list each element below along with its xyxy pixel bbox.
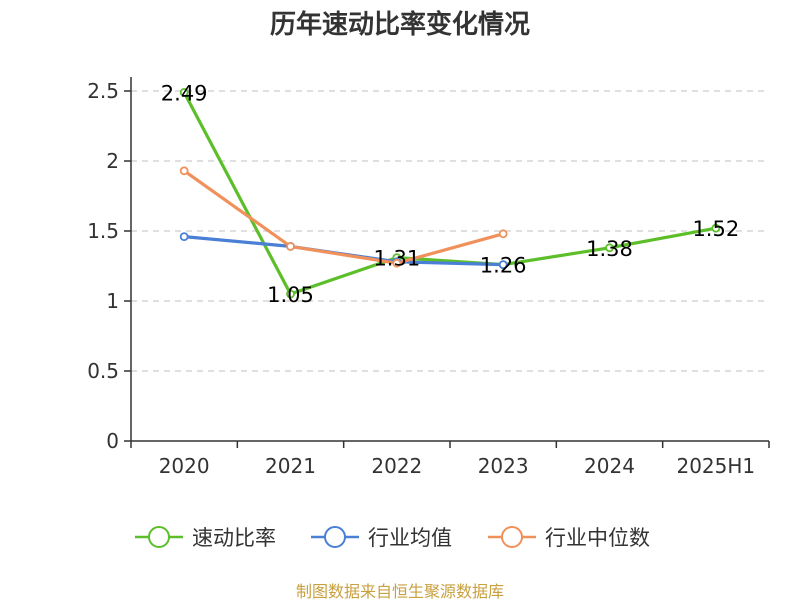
legend-marker <box>148 526 170 548</box>
data-labels: 2.49 1.05 1.31 1.26 1.38 1.52 <box>161 81 739 307</box>
legend-item: 行业中位数 <box>488 526 650 550</box>
series-lines <box>182 91 717 296</box>
x-tick-label: 2023 <box>478 454 529 478</box>
legend-label: 速动比率 <box>192 526 276 550</box>
y-tick-label: 1.5 <box>87 219 119 243</box>
legend-item: 行业均值 <box>311 526 452 550</box>
axes <box>124 77 770 448</box>
legend-label: 行业中位数 <box>545 526 650 550</box>
data-label: 2.49 <box>161 81 208 105</box>
data-label: 1.26 <box>480 254 527 278</box>
data-point <box>179 88 189 97</box>
source-note: 制图数据来自恒生聚源数据库 <box>295 582 504 601</box>
data-point <box>179 166 189 176</box>
series-line-2 <box>183 169 504 265</box>
x-tick-label: 2024 <box>584 454 635 478</box>
x-tick-label: 2022 <box>371 454 422 478</box>
y-tick-label: 1 <box>106 289 119 313</box>
legend-marker <box>501 526 523 548</box>
chart-title: 历年速动比率变化情况 <box>269 10 530 40</box>
legend: 速动比率 行业均值 行业中位数 <box>135 526 650 550</box>
data-point <box>286 289 295 299</box>
series-line-0 <box>182 91 717 296</box>
grid-lines <box>131 90 769 372</box>
x-tick-label: 2020 <box>159 454 210 478</box>
y-tick-label: 2.5 <box>87 79 119 103</box>
data-point <box>179 232 189 242</box>
legend-item: 速动比率 <box>135 526 276 550</box>
x-tick-label: 2021 <box>265 454 316 478</box>
legend-label: 行业均值 <box>368 526 452 550</box>
data-label: 1.31 <box>373 247 420 271</box>
data-label: 1.38 <box>586 237 633 261</box>
data-label: 1.52 <box>692 217 739 241</box>
x-tick-label: 2025H1 <box>676 454 755 478</box>
data-points <box>179 88 721 299</box>
data-point <box>286 241 295 251</box>
y-tick-label: 0 <box>106 429 119 453</box>
data-point <box>392 258 402 268</box>
data-point <box>711 223 721 233</box>
data-point <box>498 229 508 239</box>
y-tick-label: 2 <box>106 149 119 173</box>
data-point <box>605 243 614 253</box>
data-label: 1.05 <box>267 283 314 307</box>
data-point <box>498 260 508 270</box>
legend-marker <box>324 526 346 548</box>
y-tick-label: 0.5 <box>87 359 119 383</box>
